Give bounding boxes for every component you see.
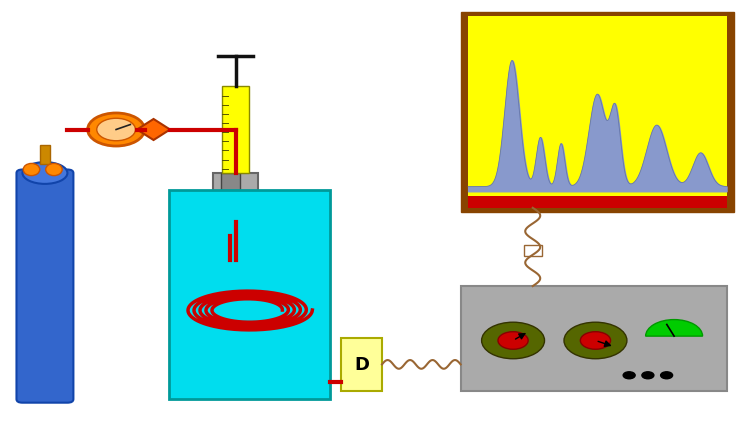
Bar xyxy=(461,286,727,391)
Bar xyxy=(461,13,734,213)
Bar xyxy=(221,174,240,260)
Bar xyxy=(524,246,542,256)
Bar xyxy=(40,145,50,165)
FancyBboxPatch shape xyxy=(16,170,73,403)
Circle shape xyxy=(482,322,545,359)
Polygon shape xyxy=(137,120,170,141)
Circle shape xyxy=(88,114,145,147)
Bar xyxy=(222,87,249,174)
Circle shape xyxy=(623,372,635,379)
Bar xyxy=(213,174,258,260)
Bar xyxy=(468,196,727,208)
Bar xyxy=(341,339,382,391)
Ellipse shape xyxy=(22,163,67,184)
Bar xyxy=(468,17,727,208)
Text: D: D xyxy=(354,355,369,374)
Circle shape xyxy=(97,119,136,141)
Circle shape xyxy=(580,332,610,349)
Circle shape xyxy=(661,372,673,379)
Circle shape xyxy=(564,322,627,359)
Ellipse shape xyxy=(23,164,40,176)
Wedge shape xyxy=(646,320,703,336)
Circle shape xyxy=(642,372,654,379)
Bar xyxy=(169,191,330,399)
Circle shape xyxy=(498,332,528,349)
Ellipse shape xyxy=(46,164,62,176)
